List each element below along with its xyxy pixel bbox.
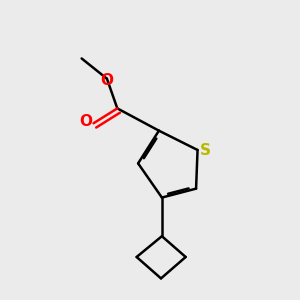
Text: O: O [80, 114, 93, 129]
Text: S: S [200, 142, 211, 158]
Text: O: O [100, 73, 113, 88]
